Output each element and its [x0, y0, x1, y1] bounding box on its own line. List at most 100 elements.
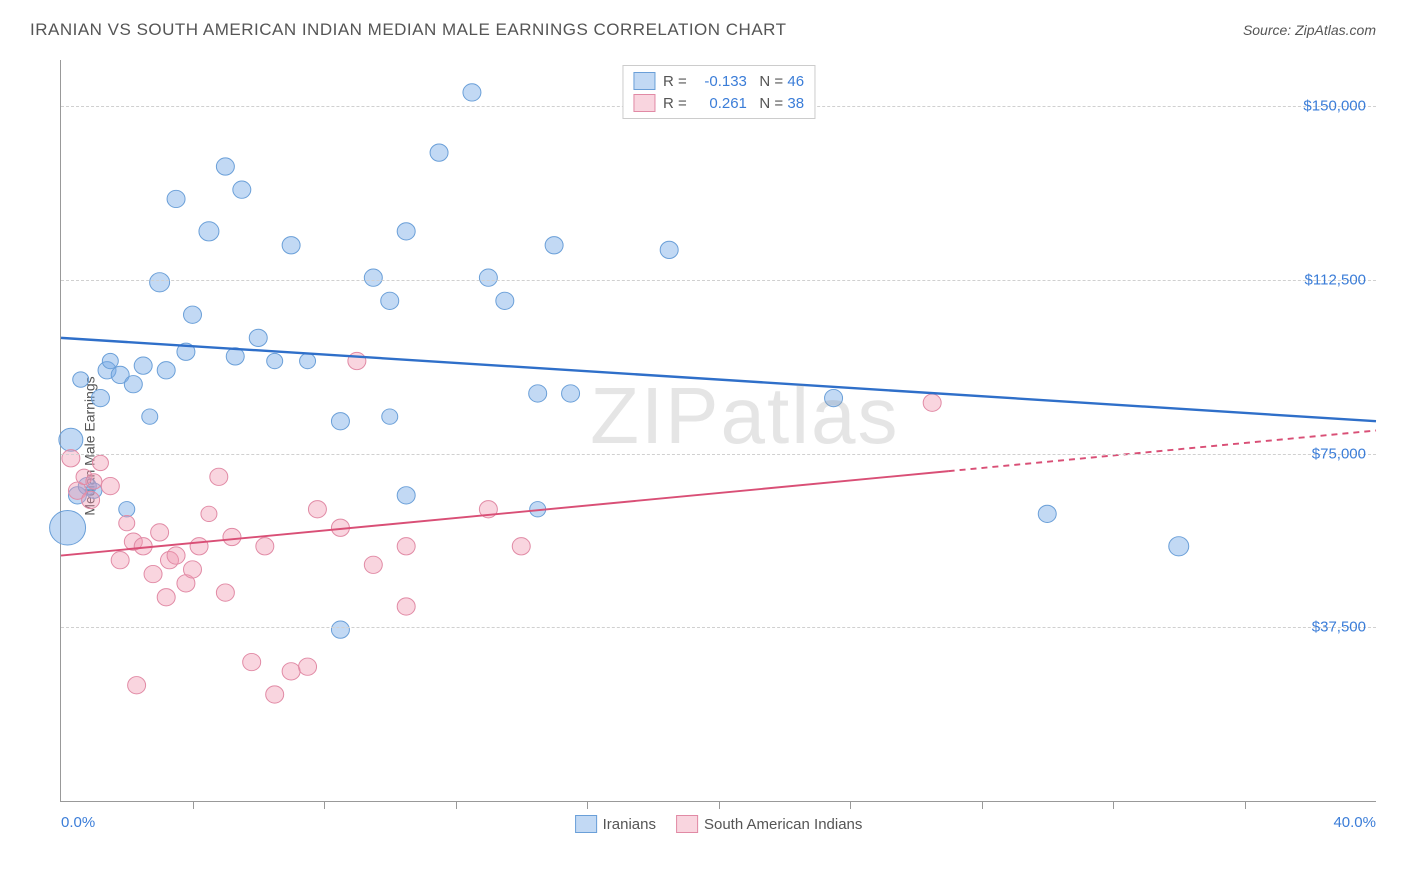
- data-point: [62, 450, 80, 467]
- data-point: [660, 241, 678, 258]
- x-axis-min-label: 0.0%: [61, 814, 95, 831]
- data-point: [299, 658, 317, 675]
- data-point: [545, 237, 563, 254]
- gridline: [61, 454, 1376, 455]
- data-point: [119, 515, 135, 530]
- chart-container: Median Male Earnings ZIPatlas R = -0.133…: [60, 60, 1376, 832]
- data-point: [1038, 505, 1056, 522]
- data-point: [331, 413, 349, 430]
- data-point: [348, 352, 366, 369]
- data-point: [119, 502, 135, 517]
- data-point: [73, 372, 89, 387]
- legend-stats: R = -0.133 N = 46: [663, 73, 804, 90]
- y-tick-label: $37,500: [1312, 619, 1366, 636]
- data-point: [364, 269, 382, 286]
- data-point: [50, 510, 86, 545]
- legend-row: R = -0.133 N = 46: [633, 70, 804, 92]
- legend-series-label: South American Indians: [704, 816, 862, 833]
- y-tick-label: $75,000: [1312, 445, 1366, 462]
- data-point: [102, 353, 118, 368]
- data-point: [157, 589, 175, 606]
- legend-swatch: [676, 815, 698, 833]
- data-point: [266, 686, 284, 703]
- data-point: [216, 584, 234, 601]
- data-point: [82, 491, 100, 508]
- data-point: [157, 362, 175, 379]
- data-point: [267, 353, 283, 368]
- data-point: [233, 181, 251, 198]
- x-tick: [1113, 801, 1114, 809]
- x-tick: [456, 801, 457, 809]
- data-point: [364, 556, 382, 573]
- data-point: [86, 474, 102, 489]
- data-point: [92, 455, 108, 470]
- data-point: [825, 389, 843, 406]
- data-point: [59, 428, 83, 451]
- y-tick-label: $150,000: [1303, 98, 1366, 115]
- data-point: [134, 357, 152, 374]
- data-point: [397, 538, 415, 555]
- x-tick: [719, 801, 720, 809]
- data-point: [144, 565, 162, 582]
- x-tick: [1245, 801, 1246, 809]
- data-point: [923, 394, 941, 411]
- data-point: [249, 329, 267, 346]
- data-point: [1169, 537, 1189, 556]
- data-point: [397, 487, 415, 504]
- data-point: [151, 524, 169, 541]
- data-point: [91, 389, 109, 406]
- data-point: [167, 547, 185, 564]
- data-point: [282, 663, 300, 680]
- data-point: [381, 292, 399, 309]
- data-point: [243, 653, 261, 670]
- plot-area: ZIPatlas R = -0.133 N = 46R = 0.261 N = …: [60, 60, 1376, 802]
- x-tick: [587, 801, 588, 809]
- trend-line: [61, 471, 949, 555]
- data-point: [201, 506, 217, 521]
- legend-swatch: [575, 815, 597, 833]
- legend-correlation: R = -0.133 N = 46 R = 0.261 N = 38: [622, 65, 815, 119]
- data-point: [430, 144, 448, 161]
- data-point: [397, 598, 415, 615]
- data-point: [282, 237, 300, 254]
- data-point: [463, 84, 481, 101]
- legend-swatch: [633, 72, 655, 90]
- data-point: [128, 677, 146, 694]
- data-point: [210, 468, 228, 485]
- data-point: [101, 477, 119, 494]
- data-point: [124, 376, 142, 393]
- data-point: [496, 292, 514, 309]
- data-point: [331, 621, 349, 638]
- legend-swatch: [633, 94, 655, 112]
- data-point: [256, 538, 274, 555]
- data-point: [184, 561, 202, 578]
- data-point: [382, 409, 398, 424]
- x-axis-max-label: 40.0%: [1333, 814, 1376, 831]
- x-tick: [324, 801, 325, 809]
- data-point: [529, 385, 547, 402]
- legend-row: R = 0.261 N = 38: [633, 92, 804, 114]
- legend-series-item: Iranians: [575, 815, 656, 833]
- data-point: [190, 538, 208, 555]
- data-point: [167, 190, 185, 207]
- y-tick-label: $112,500: [1305, 271, 1366, 288]
- data-point: [397, 223, 415, 240]
- source-attribution: Source: ZipAtlas.com: [1243, 22, 1376, 38]
- data-point: [512, 538, 530, 555]
- data-point: [184, 306, 202, 323]
- chart-title: IRANIAN VS SOUTH AMERICAN INDIAN MEDIAN …: [30, 20, 787, 40]
- data-point: [223, 528, 241, 545]
- data-point: [216, 158, 234, 175]
- data-point: [562, 385, 580, 402]
- data-point: [308, 501, 326, 518]
- data-point: [150, 273, 170, 292]
- data-point: [111, 552, 129, 569]
- trend-line: [61, 338, 1376, 421]
- gridline: [61, 627, 1376, 628]
- legend-stats: R = 0.261 N = 38: [663, 95, 804, 112]
- data-point: [142, 409, 158, 424]
- legend-series-item: South American Indians: [676, 815, 862, 833]
- data-point: [300, 353, 316, 368]
- gridline: [61, 280, 1376, 281]
- x-tick: [850, 801, 851, 809]
